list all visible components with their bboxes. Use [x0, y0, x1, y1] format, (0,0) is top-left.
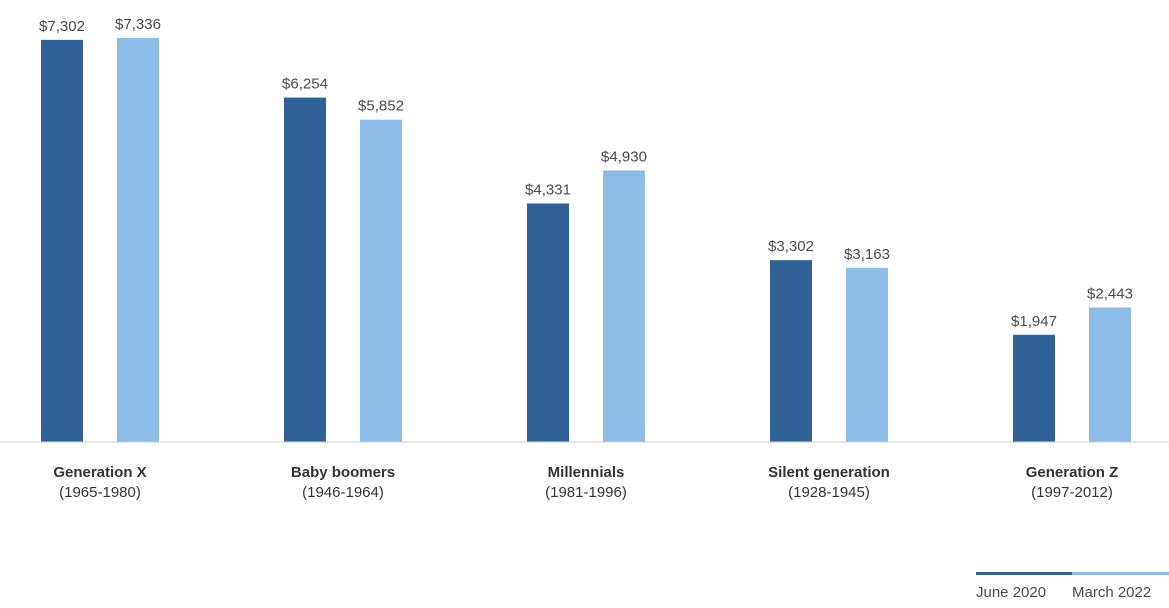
value-label-millennials-march-2022: $4,930 — [601, 149, 647, 166]
legend-item-june-2020: June 2020 — [976, 572, 1072, 602]
legend-label-june-2020: June 2020 — [976, 584, 1047, 601]
bar-generation-x-march-2022 — [117, 38, 159, 442]
value-label-silent-generation-march-2022: $3,163 — [844, 246, 890, 263]
legend-swatch-june-2020 — [976, 572, 1072, 575]
bar-silent-generation-june-2020 — [770, 260, 812, 442]
value-label-baby-boomers-march-2022: $5,852 — [358, 98, 404, 115]
value-label-generation-x-june-2020: $7,302 — [39, 18, 85, 35]
bar-generation-z-june-2020 — [1013, 334, 1055, 442]
category-years-generation-x: (1965-1980) — [59, 484, 141, 501]
bar-baby-boomers-june-2020 — [284, 97, 326, 442]
bar-chart: $7,302 $7,336 $6,254 $5,852 $4,331 $4,930 $3,3… — [0, 16, 1169, 501]
category-label-generation-z: Generation Z — [1026, 464, 1119, 481]
category-years-millennials: (1981-1996) — [545, 484, 627, 501]
legend-label-march-2022: March 2022 — [1072, 584, 1152, 601]
category-label-millennials: Millennials — [548, 464, 625, 481]
value-labels-group: $7,302 $7,336 $6,254 $5,852 $4,331 $4,930 $3,3… — [39, 16, 1133, 330]
bar-generation-z-march-2022 — [1089, 307, 1131, 442]
category-label-baby-boomers: Baby boomers — [291, 464, 395, 481]
value-label-baby-boomers-june-2020: $6,254 — [282, 76, 328, 93]
category-labels-group: Generation X (1965-1980) Baby boomers (1946… — [53, 464, 1118, 501]
value-label-generation-z-march-2022: $2,443 — [1087, 285, 1133, 302]
value-label-silent-generation-june-2020: $3,302 — [768, 238, 814, 255]
category-years-baby-boomers: (1946-1964) — [302, 484, 384, 501]
bar-millennials-june-2020 — [527, 203, 569, 442]
value-label-millennials-june-2020: $4,331 — [525, 181, 571, 198]
value-label-generation-x-march-2022: $7,336 — [115, 16, 161, 33]
bar-millennials-march-2022 — [603, 170, 645, 442]
legend-swatch-march-2022 — [1072, 572, 1169, 575]
legend-item-march-2022: March 2022 — [1072, 572, 1169, 602]
category-label-generation-x: Generation X — [53, 464, 146, 481]
bar-silent-generation-march-2022 — [846, 267, 888, 442]
value-label-generation-z-june-2020: $1,947 — [1011, 313, 1057, 330]
bar-baby-boomers-march-2022 — [360, 119, 402, 442]
category-years-silent-generation: (1928-1945) — [788, 484, 870, 501]
bars-group — [41, 38, 1131, 443]
category-label-silent-generation: Silent generation — [768, 464, 890, 481]
category-years-generation-z: (1997-2012) — [1031, 484, 1113, 501]
bar-generation-x-june-2020 — [41, 39, 83, 443]
